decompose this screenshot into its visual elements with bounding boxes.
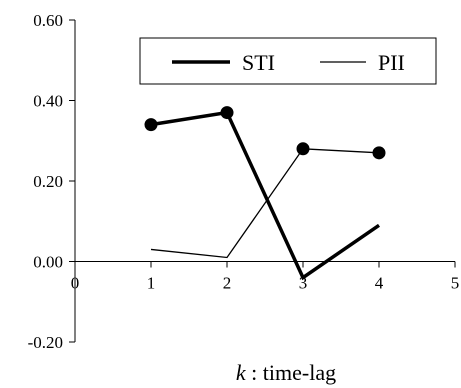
data-point-marker bbox=[372, 146, 386, 160]
x-tick-labels: 0 1 2 3 4 5 bbox=[71, 274, 460, 293]
y-tick-label: 0.20 bbox=[33, 172, 63, 191]
y-tick-labels: -0.20 0.00 0.20 0.40 0.60 bbox=[28, 11, 63, 352]
series-line-sti bbox=[150, 110, 380, 281]
data-point-marker bbox=[220, 106, 234, 120]
series-lines bbox=[150, 110, 380, 281]
legend-label-sti: STI bbox=[242, 50, 275, 75]
x-tick-label: 2 bbox=[223, 274, 232, 293]
y-tick-label: 0.60 bbox=[33, 11, 63, 30]
marker-dots bbox=[144, 106, 386, 160]
x-tick-label: 0 bbox=[71, 274, 80, 293]
x-axis-label: k : time-lag bbox=[236, 360, 336, 385]
legend-label-pii: PII bbox=[378, 50, 405, 75]
y-tick-label: 0.00 bbox=[33, 253, 63, 272]
y-tick-label: 0.40 bbox=[33, 92, 63, 111]
x-axis-label-rest: : time-lag bbox=[246, 360, 336, 385]
x-axis-label-var: k bbox=[236, 360, 247, 385]
y-tick-label: -0.20 bbox=[28, 333, 63, 352]
x-tick-label: 3 bbox=[299, 274, 308, 293]
data-point-marker bbox=[144, 118, 158, 132]
series-line-pii bbox=[150, 148, 380, 259]
axes bbox=[69, 19, 456, 343]
data-point-marker bbox=[296, 142, 310, 156]
x-tick-label: 4 bbox=[375, 274, 384, 293]
legend: STI PII bbox=[139, 37, 437, 85]
x-tick-label: 1 bbox=[147, 274, 156, 293]
x-tick-label: 5 bbox=[451, 274, 460, 293]
